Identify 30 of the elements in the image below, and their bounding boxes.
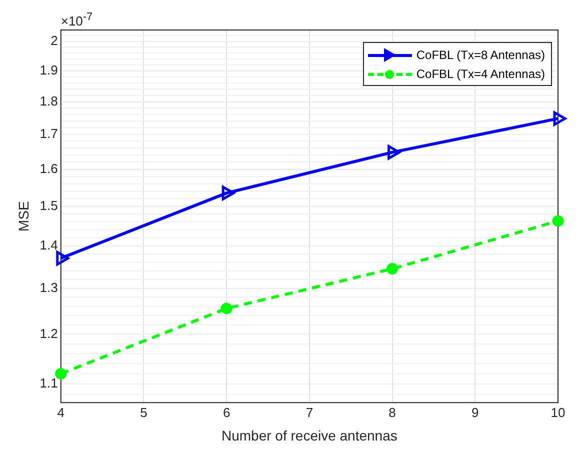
point bbox=[222, 186, 235, 200]
legend-label: CoFBL (Tx=4 Antennas) bbox=[416, 66, 545, 80]
point bbox=[55, 368, 67, 380]
y-tick-label: 1.6 bbox=[40, 160, 58, 176]
x-tick-label: 6 bbox=[222, 404, 230, 420]
point bbox=[553, 111, 566, 126]
legend-label: CoFBL (Tx=8 Antennas) bbox=[416, 48, 545, 62]
y-axis-title: MSE bbox=[15, 201, 32, 232]
y-tick-label: 1.9 bbox=[40, 62, 58, 78]
y-tick-label: 1.2 bbox=[40, 326, 58, 341]
point bbox=[386, 263, 398, 275]
point bbox=[552, 215, 564, 227]
y-tick-label: 1.7 bbox=[40, 126, 58, 142]
y-tick-label: 1.3 bbox=[40, 280, 58, 295]
x-tick-label: 8 bbox=[388, 404, 396, 420]
point bbox=[56, 250, 70, 266]
x-tick-label: 7 bbox=[306, 404, 314, 420]
text: ×10$^{-7}$ bbox=[60, 10, 93, 30]
x-tick-label: 9 bbox=[472, 404, 479, 420]
x-tick-label: 5 bbox=[140, 404, 148, 420]
y-tick-label: 1.5 bbox=[40, 198, 58, 213]
y-tick-label: 1.8 bbox=[40, 93, 58, 108]
x-tick-label: 4 bbox=[57, 404, 64, 420]
y-tick-label: 2 bbox=[50, 32, 58, 48]
point bbox=[388, 145, 401, 160]
y-tick-label: 1.4 bbox=[40, 237, 58, 252]
x-axis-title: Number of receive antennas bbox=[222, 427, 398, 444]
x-tick-label: 10 bbox=[550, 404, 566, 420]
y-tick-label: 1.1 bbox=[40, 376, 58, 391]
point bbox=[220, 302, 232, 314]
